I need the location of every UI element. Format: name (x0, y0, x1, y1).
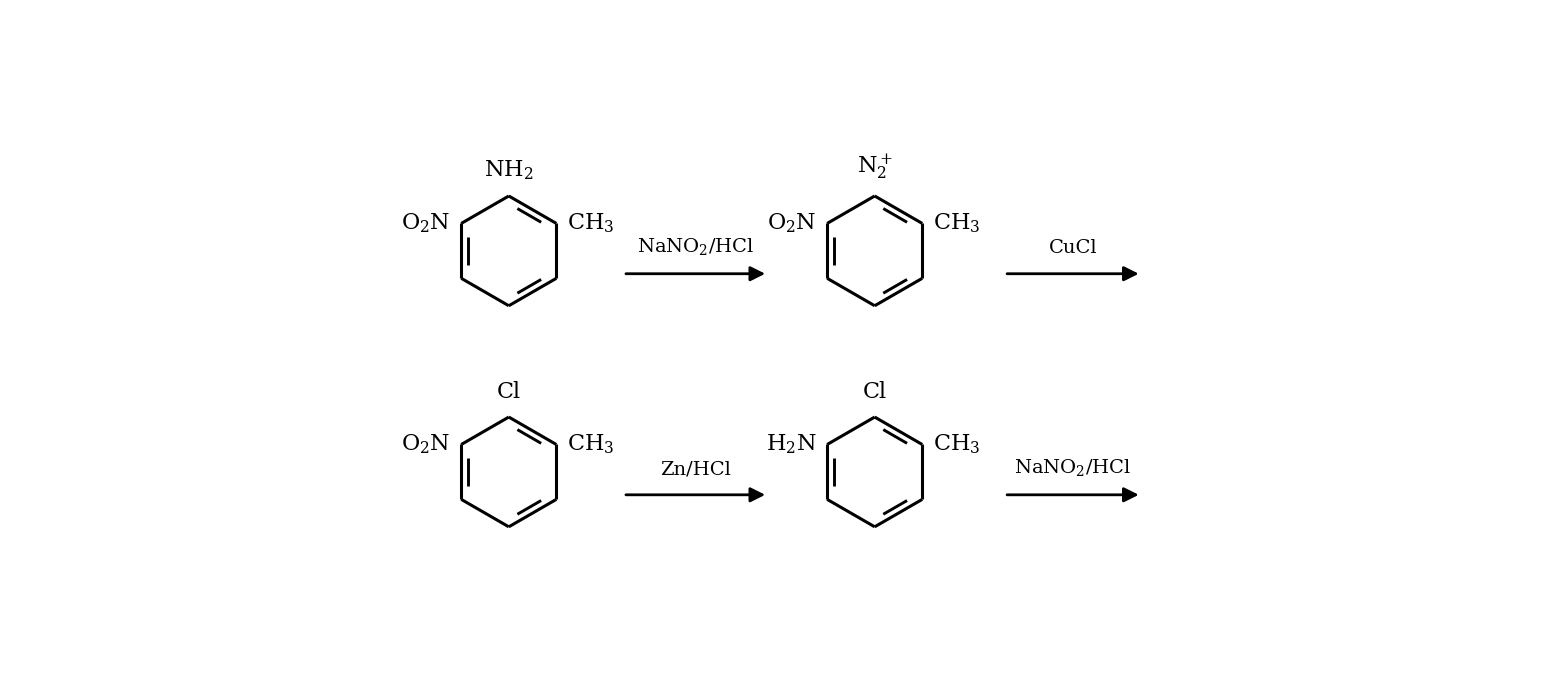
Text: CH$_3$: CH$_3$ (933, 211, 980, 235)
Text: CH$_3$: CH$_3$ (567, 211, 614, 235)
Text: CH$_3$: CH$_3$ (933, 432, 980, 456)
Text: CH$_3$: CH$_3$ (567, 432, 614, 456)
Text: NaNO$_2$/HCl: NaNO$_2$/HCl (637, 236, 754, 257)
Text: CuCl: CuCl (1049, 239, 1097, 257)
Text: Cl: Cl (497, 381, 520, 403)
Text: O$_2$N: O$_2$N (400, 432, 450, 456)
Text: O$_2$N: O$_2$N (767, 211, 816, 235)
Text: Cl: Cl (863, 381, 887, 403)
Text: H$_2$N: H$_2$N (767, 432, 816, 456)
Text: NH$_2$: NH$_2$ (485, 159, 533, 182)
Text: Zn/HCl: Zn/HCl (661, 460, 731, 478)
Text: NaNO$_2$/HCl: NaNO$_2$/HCl (1014, 457, 1131, 478)
Text: N$^+_2$: N$^+_2$ (857, 152, 893, 182)
Text: O$_2$N: O$_2$N (400, 211, 450, 235)
